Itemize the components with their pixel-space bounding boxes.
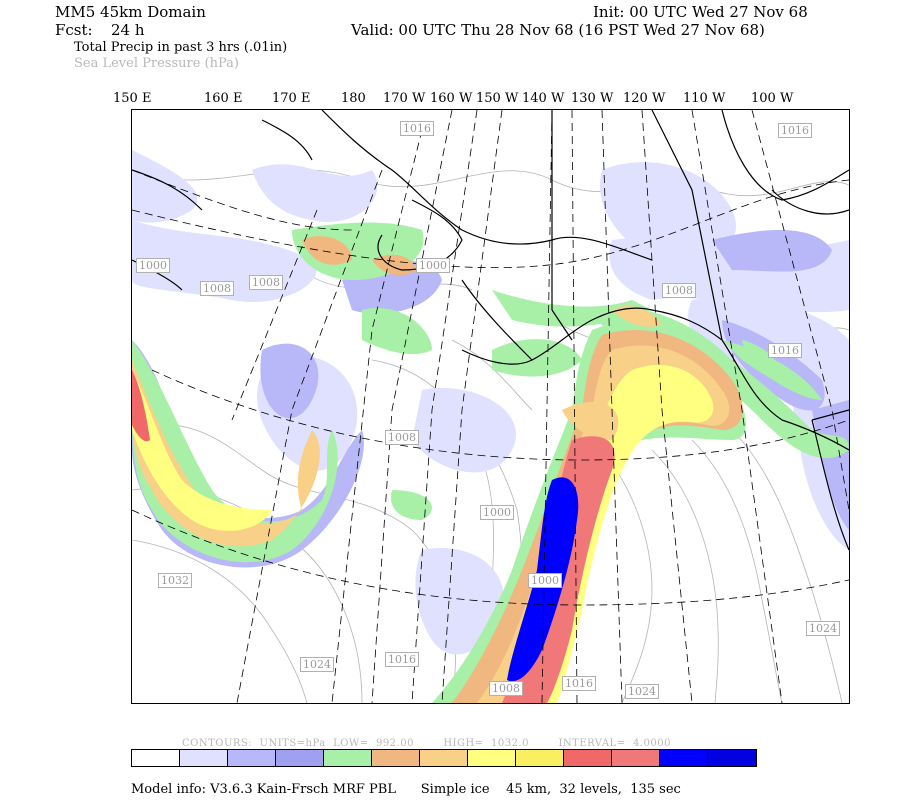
colorbar-cell [420, 750, 468, 766]
isobar-label: 1024 [625, 684, 659, 699]
colorbar-cell [180, 750, 228, 766]
lon-label: 150 W [476, 91, 519, 106]
valid-time: Valid: 00 UTC Thu 28 Nov 68 (16 PST Wed … [351, 21, 765, 39]
isobar-label: 1000 [480, 505, 514, 520]
isobar-label: 1024 [300, 657, 334, 672]
colorbar-cell [708, 750, 756, 766]
colorbar-cell [612, 750, 660, 766]
lon-label: 120 W [623, 91, 666, 106]
colorbar-cell [516, 750, 564, 766]
high-value: 1032.0 [491, 738, 530, 749]
contour-info: CONTOURS: UNITS=hPa LOW= 992.00 HIGH= 10… [182, 736, 671, 752]
colorbar-cell [564, 750, 612, 766]
isobar-label: 1000 [416, 258, 450, 273]
isobar-label: 1016 [562, 676, 596, 691]
low-label: LOW= [333, 738, 369, 749]
field-primary: Total Precip in past 3 hrs (.01in) [74, 40, 288, 55]
lon-label: 160 E [204, 91, 243, 106]
lon-label: 150 E [113, 91, 152, 106]
forecast-label: Fcst: [55, 21, 93, 39]
lon-label: 110 W [683, 91, 726, 106]
graticule [132, 110, 849, 703]
lon-label: 170 W [383, 91, 426, 106]
map-canvas [132, 110, 849, 703]
map-panel: 1016 1016 1000 1008 1008 1000 1008 1016 … [131, 109, 850, 704]
colorbar-cell [132, 750, 180, 766]
forecast-value: 24 h [111, 21, 145, 39]
field-secondary: Sea Level Pressure (hPa) [74, 56, 239, 71]
contours-label: CONTOURS: [182, 738, 253, 749]
precip-colorbar [131, 749, 757, 767]
init-time: Init: 00 UTC Wed 27 Nov 68 [593, 3, 808, 21]
colorbar-cell [276, 750, 324, 766]
lon-label: 180 [341, 91, 366, 106]
isobar-label: 1008 [200, 281, 234, 296]
lon-label: 140 W [522, 91, 565, 106]
precip-shading [132, 150, 849, 703]
isobar-label: 1008 [249, 275, 283, 290]
lon-label: 160 W [430, 91, 473, 106]
domain-title: MM5 45km Domain [55, 3, 206, 21]
units-label: UNITS=hPa [259, 738, 326, 749]
colorbar-cell [660, 750, 708, 766]
isobar-label: 1008 [662, 283, 696, 298]
isobar-label: 1032 [158, 573, 192, 588]
isobar-label: 1016 [400, 121, 434, 136]
colorbar-cell [228, 750, 276, 766]
isobar-label: 1000 [136, 258, 170, 273]
isobar-label: 1016 [385, 652, 419, 667]
isobar-label: 1000 [528, 573, 562, 588]
isobar-label: 1024 [806, 621, 840, 636]
isobar-label: 1008 [385, 430, 419, 445]
colorbar-cell [372, 750, 420, 766]
isobar-label: 1008 [489, 681, 523, 696]
high-label: HIGH= [443, 738, 484, 749]
low-value: 992.00 [375, 738, 414, 749]
colorbar-cell [468, 750, 516, 766]
interval-value: 4.0000 [632, 738, 671, 749]
lon-label: 130 W [571, 91, 614, 106]
lon-label: 100 W [751, 91, 794, 106]
isobar-label: 1016 [768, 343, 802, 358]
colorbar-cell [324, 750, 372, 766]
isobar-label: 1016 [778, 123, 812, 138]
lon-label: 170 E [272, 91, 311, 106]
interval-label: INTERVAL= [558, 738, 626, 749]
model-info: Model info: V3.6.3 Kain-Frsch MRF PBL Si… [131, 782, 681, 797]
